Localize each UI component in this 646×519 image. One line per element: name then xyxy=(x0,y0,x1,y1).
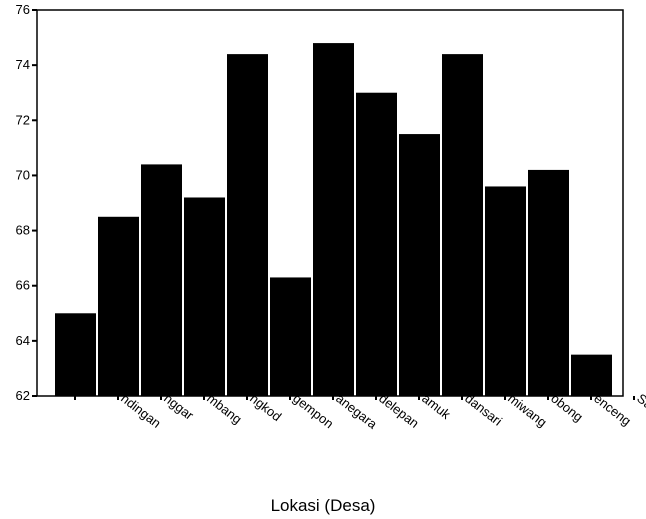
y-tick-label: 62 xyxy=(16,388,30,403)
bar xyxy=(184,197,225,396)
y-tick-label: 76 xyxy=(16,2,30,17)
bar xyxy=(98,216,139,396)
bar xyxy=(270,277,311,396)
bar xyxy=(442,54,483,396)
bar xyxy=(571,354,612,396)
bars xyxy=(55,43,612,397)
y-tick-label: 74 xyxy=(16,57,30,72)
bar xyxy=(485,186,526,396)
x-category-label: Sawit xyxy=(634,391,646,423)
y-tick-label: 66 xyxy=(16,278,30,293)
x-category-label: anegara xyxy=(333,391,380,433)
x-axis-ticks xyxy=(74,396,635,400)
y-tick-label: 70 xyxy=(16,167,30,182)
bar xyxy=(55,313,96,396)
y-axis: 62 64 66 68 70 72 74 76 xyxy=(16,2,37,403)
bar xyxy=(313,43,354,396)
bar xyxy=(356,92,397,396)
y-tick-label: 68 xyxy=(16,223,30,238)
y-tick-label: 64 xyxy=(16,333,30,348)
bar xyxy=(528,169,569,396)
y-tick-label: 72 xyxy=(16,112,30,127)
bar xyxy=(141,164,182,396)
bar xyxy=(399,134,440,397)
x-axis-title: Lokasi (Desa) xyxy=(270,496,376,515)
bar xyxy=(227,54,268,396)
